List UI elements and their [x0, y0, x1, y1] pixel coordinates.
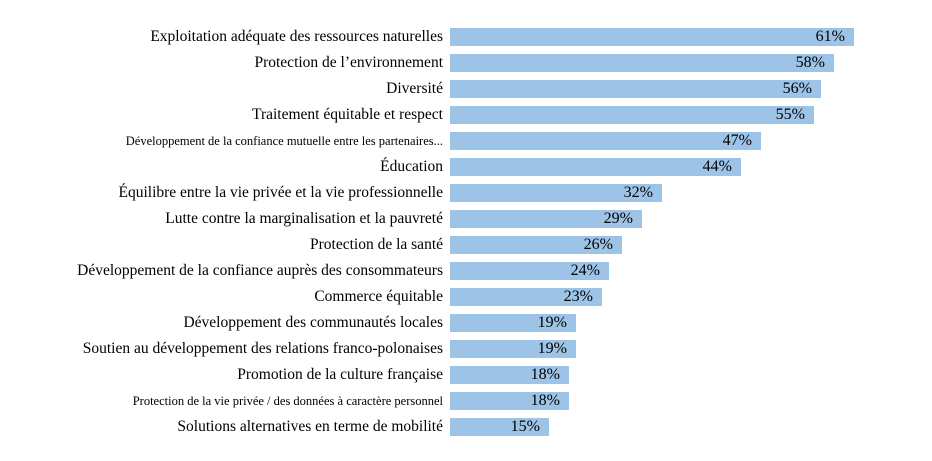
- bar-track: 56%: [450, 76, 932, 102]
- bar: 61%: [450, 28, 854, 46]
- bar-track: 19%: [450, 336, 932, 362]
- chart-row: Solutions alternatives en terme de mobil…: [0, 414, 932, 440]
- chart-row: Soutien au développement des relations f…: [0, 336, 932, 362]
- value-label: 61%: [815, 28, 845, 45]
- chart-row: Lutte contre la marginalisation et la pa…: [0, 206, 932, 232]
- bar: 55%: [450, 106, 814, 124]
- chart-row: Éducation 44%: [0, 154, 932, 180]
- bar: 15%: [450, 418, 549, 436]
- value-label: 44%: [702, 158, 732, 175]
- bar: 44%: [450, 158, 741, 176]
- bar-track: 18%: [450, 388, 932, 414]
- bar-track: 32%: [450, 180, 932, 206]
- chart-row: Exploitation adéquate des ressources nat…: [0, 24, 932, 50]
- category-label: Diversité: [386, 80, 443, 97]
- value-label: 32%: [623, 184, 653, 201]
- bar: 18%: [450, 392, 569, 410]
- bar-chart-rows: Exploitation adéquate des ressources nat…: [0, 24, 932, 440]
- chart-row: Développement de la confiance auprès des…: [0, 258, 932, 284]
- category-label: Soutien au développement des relations f…: [82, 340, 443, 357]
- chart-row: Commerce équitable 23%: [0, 284, 932, 310]
- bar: 18%: [450, 366, 569, 384]
- category-label: Lutte contre la marginalisation et la pa…: [165, 210, 443, 227]
- bar-track: 44%: [450, 154, 932, 180]
- category-label: Protection de l’environnement: [254, 54, 443, 71]
- bar: 32%: [450, 184, 662, 202]
- chart-row: Protection de la santé 26%: [0, 232, 932, 258]
- category-label: Développement de la confiance auprès des…: [77, 262, 443, 279]
- bar: 47%: [450, 132, 761, 150]
- bar-track: 47%: [450, 128, 932, 154]
- value-label: 18%: [530, 392, 560, 409]
- bar: 19%: [450, 314, 576, 332]
- value-label: 19%: [537, 340, 567, 357]
- value-label: 15%: [510, 418, 540, 435]
- chart-row: Développement des communautés locales 19%: [0, 310, 932, 336]
- category-label: Protection de la vie privée / des donnée…: [132, 394, 443, 408]
- bar-track: 61%: [450, 24, 932, 50]
- bar: 29%: [450, 210, 642, 228]
- category-label: Solutions alternatives en terme de mobil…: [177, 418, 443, 435]
- value-label: 56%: [782, 80, 812, 97]
- bar-track: 15%: [450, 414, 932, 440]
- bar-track: 58%: [450, 50, 932, 76]
- chart-row: Développement de la confiance mutuelle e…: [0, 128, 932, 154]
- bar-track: 29%: [450, 206, 932, 232]
- bar-track: 26%: [450, 232, 932, 258]
- value-label: 47%: [722, 132, 752, 149]
- bar-track: 19%: [450, 310, 932, 336]
- bar-track: 18%: [450, 362, 932, 388]
- category-label: Développement de la confiance mutuelle e…: [125, 134, 443, 148]
- value-label: 58%: [795, 54, 825, 71]
- bar-track: 23%: [450, 284, 932, 310]
- chart-row: Traitement équitable et respect 55%: [0, 102, 932, 128]
- value-label: 29%: [603, 210, 633, 227]
- bar: 58%: [450, 54, 834, 72]
- value-label: 23%: [563, 288, 593, 305]
- category-label: Éducation: [380, 158, 443, 175]
- bar: 26%: [450, 236, 622, 254]
- value-label: 19%: [537, 314, 567, 331]
- chart-row: Équilibre entre la vie privée et la vie …: [0, 180, 932, 206]
- bar-track: 24%: [450, 258, 932, 284]
- category-label: Promotion de la culture française: [237, 366, 443, 383]
- value-label: 55%: [775, 106, 805, 123]
- bar: 56%: [450, 80, 821, 98]
- chart-row: Diversité 56%: [0, 76, 932, 102]
- bar: 19%: [450, 340, 576, 358]
- bar-track: 55%: [450, 102, 932, 128]
- category-label: Équilibre entre la vie privée et la vie …: [118, 184, 443, 201]
- value-label: 26%: [583, 236, 613, 253]
- category-label: Développement des communautés locales: [183, 314, 443, 331]
- value-label: 24%: [570, 262, 600, 279]
- value-label: 18%: [530, 366, 560, 383]
- bar: 24%: [450, 262, 609, 280]
- category-label: Protection de la santé: [310, 236, 443, 253]
- category-label: Commerce équitable: [314, 288, 443, 305]
- category-label: Exploitation adéquate des ressources nat…: [150, 28, 443, 45]
- chart-row: Protection de la vie privée / des donnée…: [0, 388, 932, 414]
- bar: 23%: [450, 288, 602, 306]
- chart-row: Protection de l’environnement 58%: [0, 50, 932, 76]
- category-label: Traitement équitable et respect: [252, 106, 443, 123]
- chart-row: Promotion de la culture française 18%: [0, 362, 932, 388]
